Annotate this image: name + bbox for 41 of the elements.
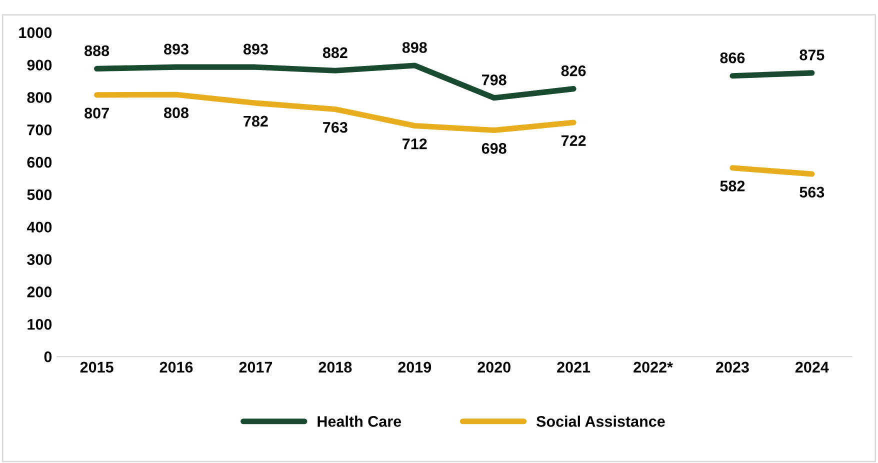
y-tick-label: 0 (44, 351, 52, 362)
legend-label: Social Assistance (536, 416, 665, 427)
data-label: 763 (323, 122, 348, 133)
data-label: 808 (164, 107, 189, 118)
x-tick-label: 2023 (716, 362, 749, 373)
y-tick-label: 400 (26, 222, 52, 233)
x-tick-label: 2024 (795, 362, 829, 373)
data-label: 798 (482, 74, 506, 86)
x-tick-label: 2015 (80, 362, 114, 373)
data-label: 807 (84, 108, 109, 119)
x-tick-label: 2021 (557, 362, 590, 373)
y-tick-label: 200 (27, 286, 52, 298)
data-label: 826 (561, 65, 586, 76)
data-label: 882 (322, 47, 348, 58)
y-tick-label: 700 (27, 124, 52, 136)
data-label: 722 (561, 135, 586, 146)
x-tick-label: 2022* (634, 362, 673, 373)
x-tick-label: 2017 (239, 362, 272, 373)
data-label: 898 (402, 42, 427, 53)
y-tick-label: 900 (27, 60, 52, 71)
data-label: 582 (720, 180, 745, 192)
y-tick-label: 100 (28, 318, 52, 330)
y-tick-label: 800 (27, 92, 52, 103)
data-label: 712 (402, 138, 427, 150)
data-label: 888 (84, 45, 110, 56)
data-label: 893 (164, 44, 188, 55)
data-label: 698 (482, 143, 506, 154)
x-tick-label: 2020 (478, 362, 510, 373)
x-tick-label: 2019 (398, 362, 432, 373)
data-label: 563 (800, 186, 824, 198)
data-label: 866 (720, 52, 745, 64)
y-tick-label: 1000 (19, 27, 52, 38)
x-tick-label: 2016 (160, 362, 193, 373)
data-label: 893 (243, 44, 268, 55)
data-label: 875 (800, 50, 824, 60)
y-tick-label: 500 (27, 189, 52, 200)
y-tick-label: 600 (27, 156, 52, 168)
data-label: 782 (244, 116, 268, 127)
y-tick-label: 300 (27, 254, 52, 265)
legend-label: Health Care (318, 416, 402, 427)
x-tick-label: 2018 (318, 362, 352, 373)
